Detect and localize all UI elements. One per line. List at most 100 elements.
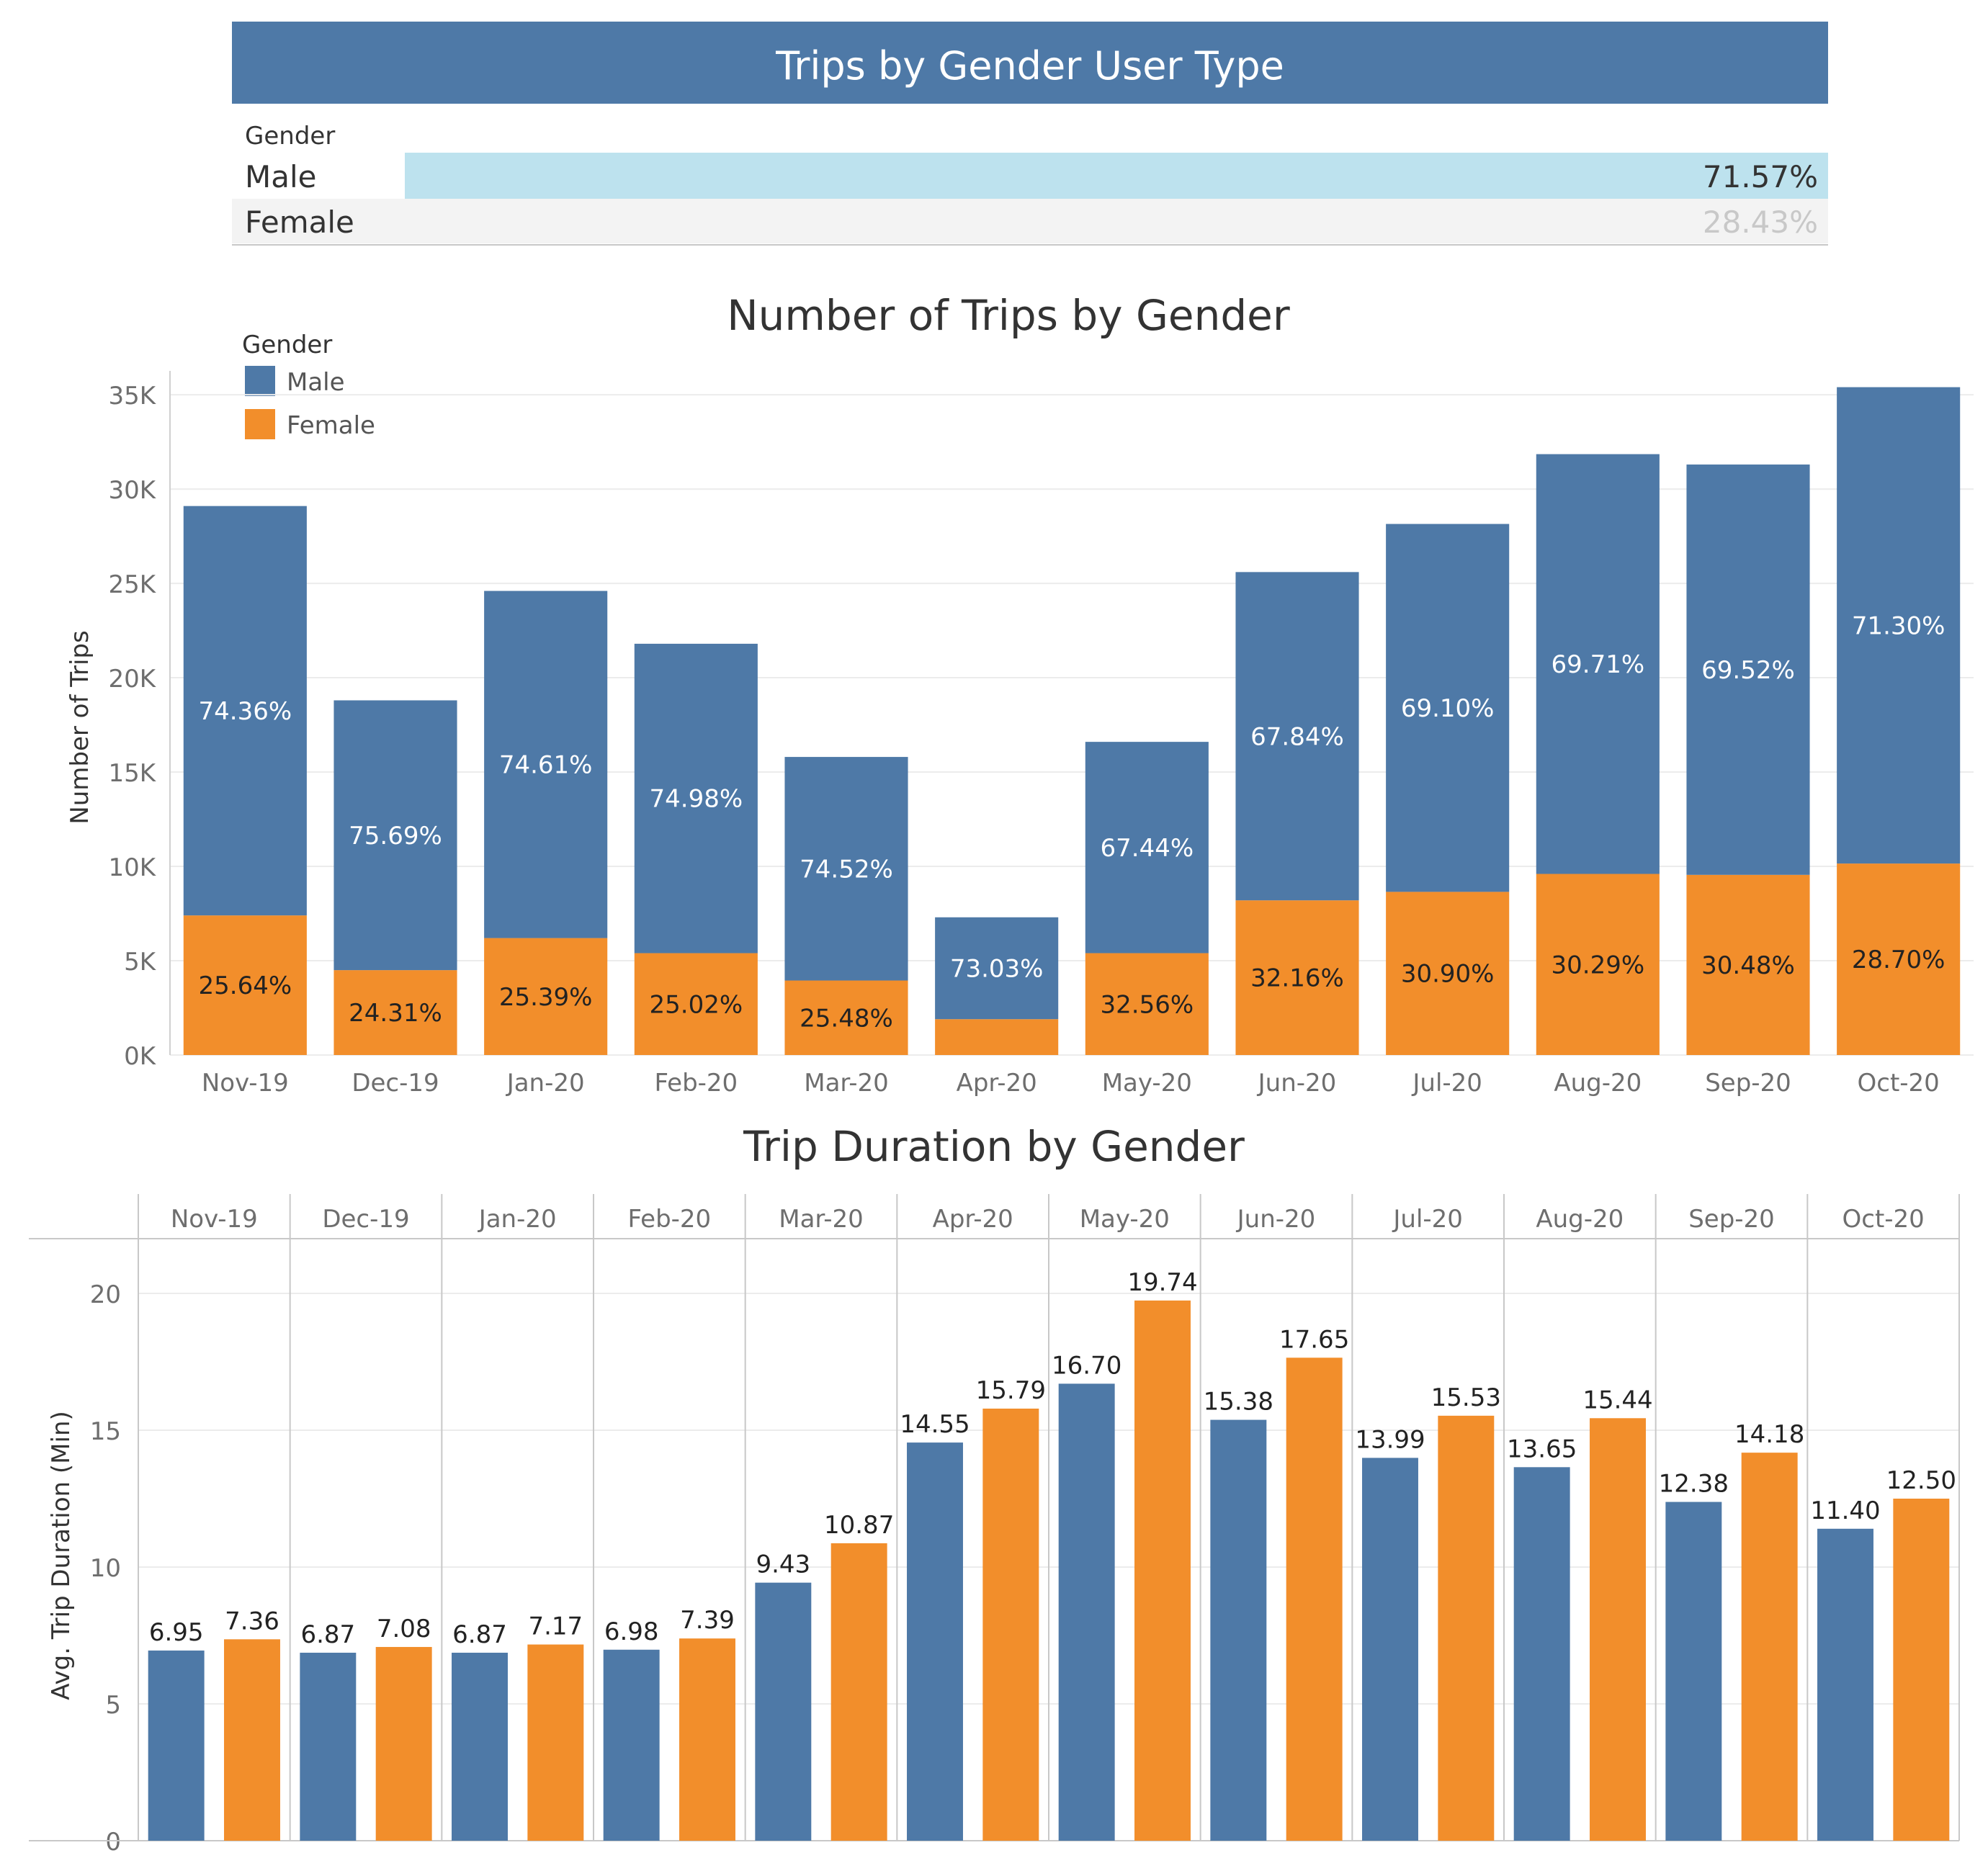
duration-female-bar[interactable] xyxy=(527,1644,584,1841)
duration-female-bar[interactable] xyxy=(1286,1357,1343,1841)
trips-female-bar[interactable] xyxy=(634,953,758,1055)
duration-male-data-label: 13.99 xyxy=(1355,1425,1425,1454)
trips-male-data-label: 67.84% xyxy=(1250,722,1344,751)
duration-male-data-label: 6.98 xyxy=(604,1617,659,1646)
duration-male-bar[interactable] xyxy=(1210,1419,1267,1841)
duration-male-bar[interactable] xyxy=(148,1650,205,1841)
trips-female-bar[interactable] xyxy=(484,938,608,1055)
trips-female-bar[interactable] xyxy=(1235,900,1359,1055)
duration-female-data-label: 7.17 xyxy=(528,1612,583,1641)
duration-male-bar[interactable] xyxy=(1362,1458,1418,1841)
trips-male-bar[interactable] xyxy=(1686,464,1810,875)
duration-column-header: Mar-20 xyxy=(779,1205,864,1234)
duration-y-tick-label: 20 xyxy=(90,1280,121,1309)
trips-y-tick-label: 25K xyxy=(108,570,156,599)
trips-female-bar[interactable] xyxy=(333,970,457,1055)
duration-male-bar[interactable] xyxy=(603,1649,660,1841)
duration-female-bar[interactable] xyxy=(1438,1415,1495,1841)
duration-column-header: Dec-19 xyxy=(322,1205,409,1234)
trips-x-tick-label: Jul-20 xyxy=(1411,1069,1482,1098)
trips-male-bar[interactable] xyxy=(634,643,758,953)
trips-legend-title: Gender xyxy=(242,331,332,359)
trips-female-data-label: 28.70% xyxy=(1852,946,1946,974)
duration-female-bar[interactable] xyxy=(830,1543,887,1841)
share-row-male-bar[interactable] xyxy=(405,153,1828,199)
trips-male-bar[interactable] xyxy=(183,506,307,916)
trips-y-axis-label: Number of Trips xyxy=(66,630,94,824)
trips-female-bar[interactable] xyxy=(183,915,307,1055)
trips-female-data-label: 25.39% xyxy=(499,983,593,1012)
duration-female-bar[interactable] xyxy=(1893,1499,1950,1841)
duration-male-data-label: 15.38 xyxy=(1204,1388,1273,1417)
share-row-female-value: 28.43% xyxy=(1703,205,1818,240)
trips-male-bar[interactable] xyxy=(1085,742,1209,953)
trips-male-data-label: 75.69% xyxy=(349,822,442,851)
trips-female-data-label: 24.31% xyxy=(349,999,442,1028)
duration-plot-area: 0 5 10 15 20 Nov-19 6.95 7.36 Dec-19 6.87 7.08 Jan-… xyxy=(29,1194,1960,1857)
trips-male-bar[interactable] xyxy=(1536,454,1660,874)
trips-male-bar[interactable] xyxy=(935,917,1059,1020)
duration-female-bar[interactable] xyxy=(1590,1418,1646,1841)
trips-male-bar[interactable] xyxy=(784,757,908,981)
duration-y-tick-label: 5 xyxy=(105,1691,121,1720)
trips-legend-male-swatch[interactable] xyxy=(245,366,275,396)
trips-male-data-label: 71.30% xyxy=(1852,611,1946,640)
trips-female-bar[interactable] xyxy=(1386,892,1510,1055)
duration-male-bar[interactable] xyxy=(300,1652,357,1841)
duration-female-bar[interactable] xyxy=(982,1408,1039,1841)
duration-male-bar[interactable] xyxy=(1513,1467,1570,1841)
trips-male-data-label: 69.52% xyxy=(1701,656,1795,685)
share-table-header: Gender xyxy=(245,122,335,151)
trips-chart: Number of Trips by Gender Gender Male Fe… xyxy=(66,291,1974,1098)
duration-female-bar[interactable] xyxy=(679,1638,735,1841)
duration-female-bar[interactable] xyxy=(224,1639,280,1841)
duration-male-bar[interactable] xyxy=(907,1442,963,1841)
trips-male-data-label: 74.36% xyxy=(199,697,292,726)
trips-x-tick-label: Sep-20 xyxy=(1705,1069,1791,1098)
duration-male-bar[interactable] xyxy=(452,1652,508,1841)
trips-x-tick-label: Jun-20 xyxy=(1257,1069,1337,1098)
duration-female-data-label: 19.74 xyxy=(1127,1268,1197,1297)
trips-female-bar[interactable] xyxy=(935,1019,1059,1055)
duration-female-data-label: 15.44 xyxy=(1582,1386,1652,1414)
trips-male-bar[interactable] xyxy=(1386,524,1510,892)
trips-male-bar[interactable] xyxy=(1837,387,1961,864)
duration-column-header: Aug-20 xyxy=(1536,1205,1624,1234)
share-row-female-bar[interactable] xyxy=(232,199,1828,243)
duration-male-data-label: 16.70 xyxy=(1052,1351,1121,1380)
duration-male-data-label: 9.43 xyxy=(756,1550,810,1579)
trips-x-tick-label: May-20 xyxy=(1102,1069,1192,1098)
trips-female-bar[interactable] xyxy=(1837,863,1961,1055)
share-row-female-label: Female xyxy=(245,205,354,240)
trips-male-bar[interactable] xyxy=(1235,572,1359,901)
duration-female-bar[interactable] xyxy=(375,1646,432,1841)
duration-column-header: Jul-20 xyxy=(1392,1205,1463,1234)
trips-male-data-label: 73.03% xyxy=(950,954,1044,983)
trips-female-data-label: 30.90% xyxy=(1401,960,1495,989)
trips-male-data-label: 69.10% xyxy=(1401,694,1495,723)
trips-male-data-label: 69.71% xyxy=(1552,650,1645,679)
duration-female-bar[interactable] xyxy=(1741,1453,1798,1841)
trips-male-bar[interactable] xyxy=(333,700,457,971)
trips-female-bar[interactable] xyxy=(1686,874,1810,1055)
duration-male-bar[interactable] xyxy=(755,1582,812,1841)
trips-female-bar[interactable] xyxy=(784,980,908,1055)
trips-male-bar[interactable] xyxy=(484,591,608,938)
trips-x-tick-label: Nov-19 xyxy=(202,1069,289,1098)
trips-plot-area: 0K 5K 10K 15K 20K 25K 30K 35K 74.36% 25.64% Nov-19… xyxy=(108,371,1974,1098)
duration-chart: Trip Duration by Gender Avg. Trip Durati… xyxy=(29,1122,1960,1857)
trips-female-data-label: 32.56% xyxy=(1101,990,1194,1019)
duration-male-bar[interactable] xyxy=(1058,1383,1115,1841)
trips-male-data-label: 74.61% xyxy=(499,751,593,780)
trips-x-tick-label: Dec-19 xyxy=(352,1069,439,1098)
trips-legend-female-swatch[interactable] xyxy=(245,409,275,439)
trips-female-bar[interactable] xyxy=(1536,874,1660,1055)
duration-y-tick-label: 15 xyxy=(90,1417,121,1446)
duration-male-bar[interactable] xyxy=(1817,1528,1873,1841)
trips-female-bar[interactable] xyxy=(1085,953,1209,1055)
trips-y-tick-label: 5K xyxy=(124,948,157,977)
duration-male-data-label: 13.65 xyxy=(1507,1435,1577,1463)
duration-male-bar[interactable] xyxy=(1665,1502,1722,1841)
duration-female-bar[interactable] xyxy=(1134,1300,1191,1841)
